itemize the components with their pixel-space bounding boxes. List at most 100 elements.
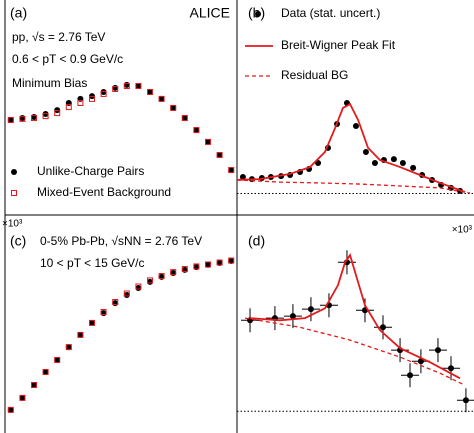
data-point: [54, 107, 61, 114]
data-point: [89, 319, 95, 326]
annotation: Minimum Bias: [12, 76, 87, 90]
data-point: [65, 344, 72, 351]
data-point: [205, 138, 211, 145]
axis-multiplier: ×10³: [452, 225, 473, 236]
legend-label: Breit-Wigner Peak Fit: [281, 38, 396, 52]
fit-curve: [249, 253, 461, 380]
data-point: [77, 99, 84, 106]
data-point: [362, 149, 369, 156]
panel-label: (c): [10, 233, 26, 249]
data-point: [181, 115, 188, 122]
data-point: [193, 127, 200, 134]
data-point: [216, 259, 223, 266]
data-point: [7, 116, 14, 123]
data-point: [19, 394, 26, 401]
legend-label: Data (stat. uncert.): [281, 6, 380, 20]
data-point: [100, 90, 107, 97]
data-point: [289, 313, 296, 320]
data-point: [379, 324, 386, 331]
data-point: [462, 397, 469, 404]
data-point: [228, 257, 235, 264]
data-point: [112, 86, 119, 93]
data-point: [170, 269, 177, 276]
data-point: [42, 113, 49, 120]
panel-label: (a): [10, 5, 27, 21]
data-point: [158, 95, 165, 102]
data-point: [112, 298, 119, 305]
data-point: [170, 104, 177, 111]
data-point: [135, 83, 142, 89]
data-point: [100, 89, 107, 96]
data-point: [147, 89, 153, 96]
data-point: [135, 83, 142, 89]
data-point: [352, 122, 359, 129]
data-point: [54, 356, 61, 363]
panel-label: (d): [248, 233, 265, 249]
data-point: [54, 356, 61, 363]
data-point: [307, 306, 314, 313]
fit-curve: [244, 317, 466, 386]
data-point: [205, 138, 211, 145]
data-point: [410, 164, 417, 171]
data-point: [399, 159, 406, 166]
data-point: [77, 331, 84, 338]
data-point: [77, 331, 84, 338]
data-point: [390, 156, 397, 163]
data-point: [158, 273, 165, 280]
data-point: [7, 406, 14, 413]
data-point: [100, 309, 107, 316]
annotation: ALICE: [190, 5, 230, 21]
data-point: [239, 173, 246, 180]
annotation: 10 < pT < 15 GeV/c: [40, 256, 145, 270]
data-point: [135, 285, 142, 292]
legend-swatch: [11, 190, 17, 196]
data-point: [54, 110, 61, 117]
data-point: [228, 167, 235, 174]
axis-multiplier: ×10³: [2, 219, 23, 230]
legend-label: Unlike-Charge Pairs: [37, 164, 144, 178]
data-point: [31, 382, 37, 389]
data-point: [193, 127, 200, 134]
data-point: [89, 319, 95, 326]
annotation: pp, √s = 2.76 TeV: [12, 30, 105, 44]
data-point: [19, 115, 26, 122]
data-point: [65, 104, 72, 111]
data-point: [7, 406, 14, 413]
legend-label: Residual BG: [281, 68, 348, 82]
data-point: [417, 358, 424, 365]
legend-label: Mixed-Event Background: [37, 185, 171, 199]
data-point: [42, 368, 49, 375]
data-point: [205, 261, 211, 268]
annotation: 0-5% Pb-Pb, √sNN = 2.76 TeV: [40, 234, 202, 248]
data-point: [371, 159, 378, 166]
data-point: [31, 115, 37, 122]
legend-swatch: [11, 169, 17, 175]
data-point: [19, 394, 26, 401]
annotation: 0.6 < pT < 0.9 GeV/c: [12, 52, 123, 66]
data-point: [123, 292, 130, 299]
data-point: [170, 104, 177, 111]
data-point: [216, 152, 223, 159]
data-point: [89, 95, 95, 102]
data-point: [448, 365, 455, 372]
data-point: [147, 277, 153, 284]
legend-swatch: [255, 11, 261, 17]
data-point: [147, 278, 153, 285]
data-point: [228, 257, 235, 264]
data-point: [181, 266, 188, 273]
data-point: [123, 290, 130, 297]
data-point: [31, 382, 37, 389]
data-point: [407, 372, 414, 379]
data-point: [434, 347, 441, 354]
data-point: [42, 368, 49, 375]
data-point: [7, 116, 14, 123]
data-point: [193, 263, 200, 270]
data-point: [228, 167, 235, 174]
data-point: [181, 115, 188, 122]
data-point: [205, 261, 211, 268]
data-point: [65, 344, 72, 351]
fit-curve: [236, 179, 471, 194]
data-point: [216, 259, 223, 266]
data-point: [123, 83, 130, 89]
